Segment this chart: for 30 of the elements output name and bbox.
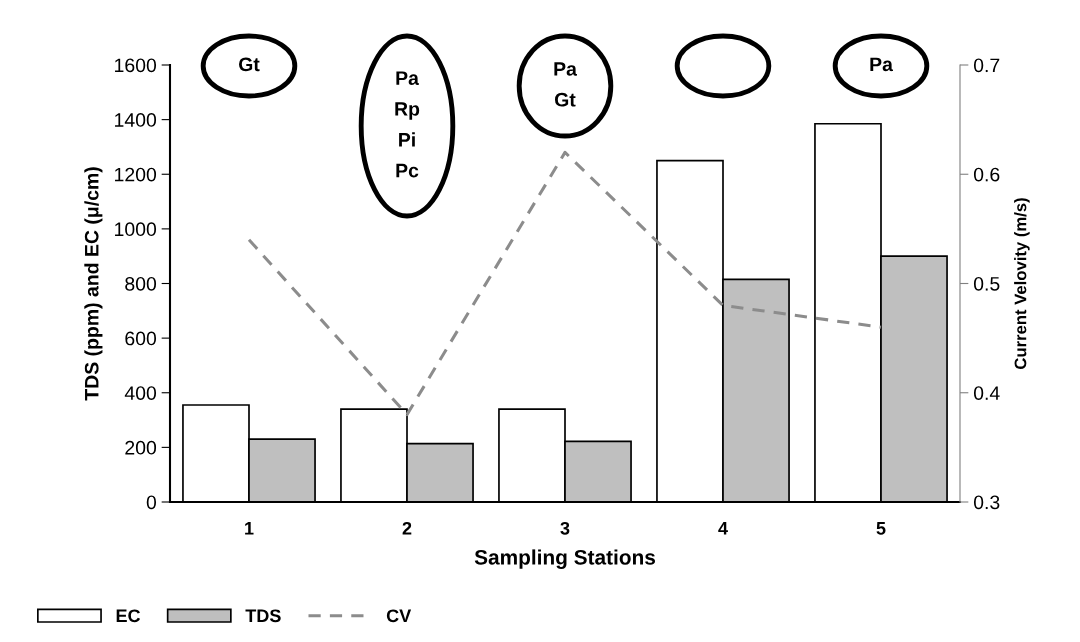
y2-tick-label: 0.5 <box>973 276 1000 291</box>
y2-tick-label: 0.3 <box>973 495 1000 510</box>
y-tick-label: 1000 <box>115 222 157 237</box>
legend-label: TDS <box>245 609 281 623</box>
y-tick-label: 1600 <box>115 58 157 73</box>
y-tick-label: 200 <box>125 440 157 455</box>
annotation: Pa Rp Pi Pc <box>395 71 420 178</box>
y-tick-label: 600 <box>125 331 157 346</box>
y2-axis-title: Current Velovity (m/s) <box>1014 198 1030 369</box>
x-tick-label: 3 <box>560 521 570 535</box>
y-axis-title: TDS (ppm) and EC (μ/cm) <box>84 167 103 401</box>
y2-tick-label: 0.7 <box>973 58 1000 73</box>
y2-tick-label: 0.6 <box>973 167 1000 182</box>
y-tick-label: 400 <box>124 386 157 400</box>
x-axis-title: Sampling Stations <box>474 549 656 569</box>
line-series <box>247 150 883 417</box>
x-tick-label: 5 <box>876 522 886 535</box>
annotation: Pa <box>870 57 894 72</box>
x-tick-label: 1 <box>245 522 254 535</box>
legend-label: EC <box>116 609 141 623</box>
annotation: Gt <box>239 57 260 72</box>
x-tick-label: 4 <box>718 522 728 535</box>
y-tick-label: 800 <box>125 276 157 291</box>
annotation: Pa Gt <box>554 62 578 107</box>
y-tick-label: 0 <box>146 495 157 510</box>
y-tick-label: 1400 <box>115 113 157 127</box>
y-tick-label: 1200 <box>115 167 157 182</box>
x-tick-label: 2 <box>402 521 412 535</box>
legend-label: CV <box>386 609 412 623</box>
y2-tick-label: 0.4 <box>973 386 1000 400</box>
